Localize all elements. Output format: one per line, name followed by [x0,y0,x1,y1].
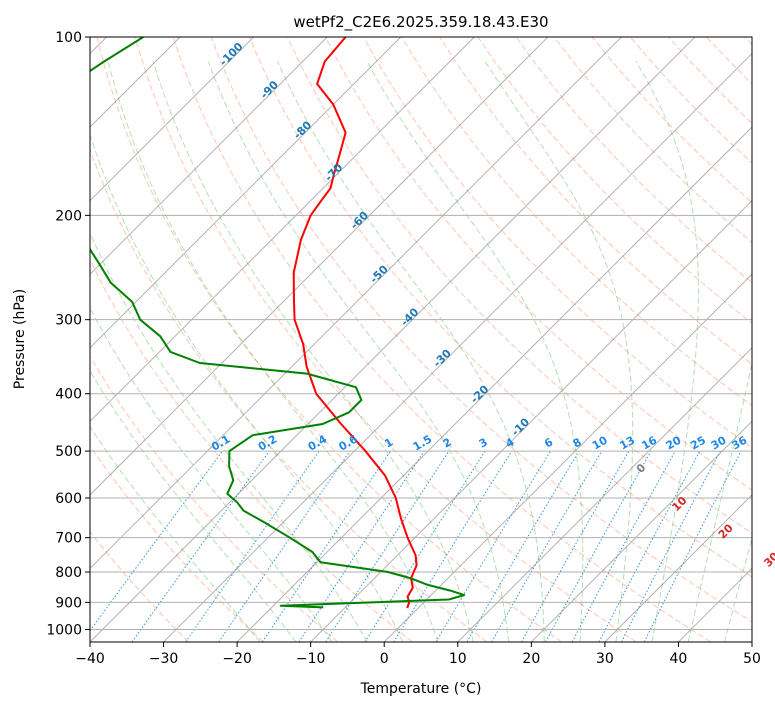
chart-title: wetPf2_C2E6.2025.359.18.43.E30 [293,13,548,32]
isotherm-label: -80 [291,118,314,141]
x-tick-label: 20 [522,651,540,667]
isotherm-line [0,37,254,642]
isotherm-line [16,37,621,642]
isotherm-label: -30 [431,346,454,369]
mixing-ratio-line [644,451,741,642]
mixing-ratio-label: 10 [590,433,610,452]
x-tick-label: −20 [222,651,252,667]
moist-adiabat-line [485,62,633,643]
mixing-ratio-label: 0.6 [337,432,361,453]
isotherm-label: -60 [348,209,371,232]
moist-adiabat-line [108,62,438,643]
plot-frame [90,37,752,642]
mixing-ratio-line [572,451,675,642]
isotherm-line [164,37,769,642]
mixing-ratio-label: 20 [664,433,684,452]
mixing-ratio-label: 6 [542,435,555,450]
mixing-ratio-label: 13 [617,434,637,453]
y-tick-label: 500 [55,444,82,460]
isotherm-line [311,37,775,642]
x-tick-label: 0 [380,651,389,667]
moist-adiabat-line [688,62,775,643]
dry-adiabat-line [668,37,775,642]
x-tick-label: −30 [149,651,179,667]
isotherm-line [531,37,775,642]
dry-adiabat-line [135,37,636,642]
isotherm-label: -10 [509,415,532,438]
isotherm-line [0,37,401,642]
moist-adiabat-line [278,62,545,643]
x-axis-label: Temperature (°C) [360,681,482,697]
dry-adiabat-line [59,37,487,642]
isotherm-line [90,37,695,642]
dry-adiabat-line [0,37,338,642]
moist-adiabat-line [208,62,508,643]
dry-adiabat-line [707,37,775,642]
isotherm-label: -40 [398,305,421,328]
mixing-ratio-label: 36 [729,433,749,452]
y-tick-label: 900 [55,595,82,611]
background-lines [0,37,775,642]
y-tick-label: 400 [55,387,82,403]
y-axis-label: Pressure (hPa) [12,289,28,389]
mixing-ratio-label: 0.4 [306,432,330,453]
mixing-ratio-label: 1.5 [411,433,434,454]
mixing-ratio-label: 16 [639,433,659,452]
moist-adiabat-line [19,114,332,642]
moist-adiabat-line [636,62,698,643]
x-tick-label: 10 [449,651,467,667]
mixing-ratio-label: 25 [688,434,708,453]
dry-adiabat-line [630,37,775,642]
x-tick-label: −40 [75,651,105,667]
dry-adiabat-line [554,37,775,642]
mixing-ratio-line [132,451,269,642]
isotherm-label: -100 [217,40,246,69]
moist-adiabat-line [153,62,473,643]
mixing-ratio-line [546,451,651,642]
y-tick-label: 300 [55,313,82,329]
moist-adiabat-label: 30 [761,549,775,569]
isotherm-line [605,37,775,642]
dry-adiabat-line [21,37,413,642]
y-tick-label: 100 [55,30,82,46]
moist-adiabat-label: 0 [634,461,649,476]
moist-adiabat-line [0,166,260,642]
moist-adiabat-label: 20 [716,521,736,541]
y-tick-label: 1000 [46,622,82,638]
mixing-ratio-label: 0.2 [256,433,279,454]
x-tick-label: 50 [743,651,761,667]
isotherm-line [678,37,775,642]
dry-adiabat-line [0,37,189,642]
x-tick-label: 40 [670,651,688,667]
mixing-ratio-line [467,451,579,642]
mixing-ratio-label: 30 [709,433,729,452]
isotherm-line [237,37,775,642]
mixing-ratio-label: 2 [441,436,454,451]
y-tick-label: 800 [55,565,82,581]
grid [0,37,775,642]
temperature-line [294,37,417,608]
y-tick-label: 700 [55,531,82,547]
mixing-ratio-line [599,451,700,642]
isotherm-label: -20 [468,383,491,406]
mixing-ratio-label: 3 [477,436,490,451]
moist-adiabat-line [70,62,402,643]
isotherm-label: -90 [258,78,281,101]
isotherm-line [458,37,775,642]
moist-adiabat-label: 10 [669,494,689,514]
x-tick-label: 30 [596,651,614,667]
y-tick-label: 600 [55,491,82,507]
y-tick-label: 200 [55,208,82,224]
mixing-ratio-label: 1 [382,436,395,451]
x-tick-label: −10 [296,651,326,667]
mixing-ratio-line [299,451,424,642]
dry-adiabat-line [0,37,263,642]
